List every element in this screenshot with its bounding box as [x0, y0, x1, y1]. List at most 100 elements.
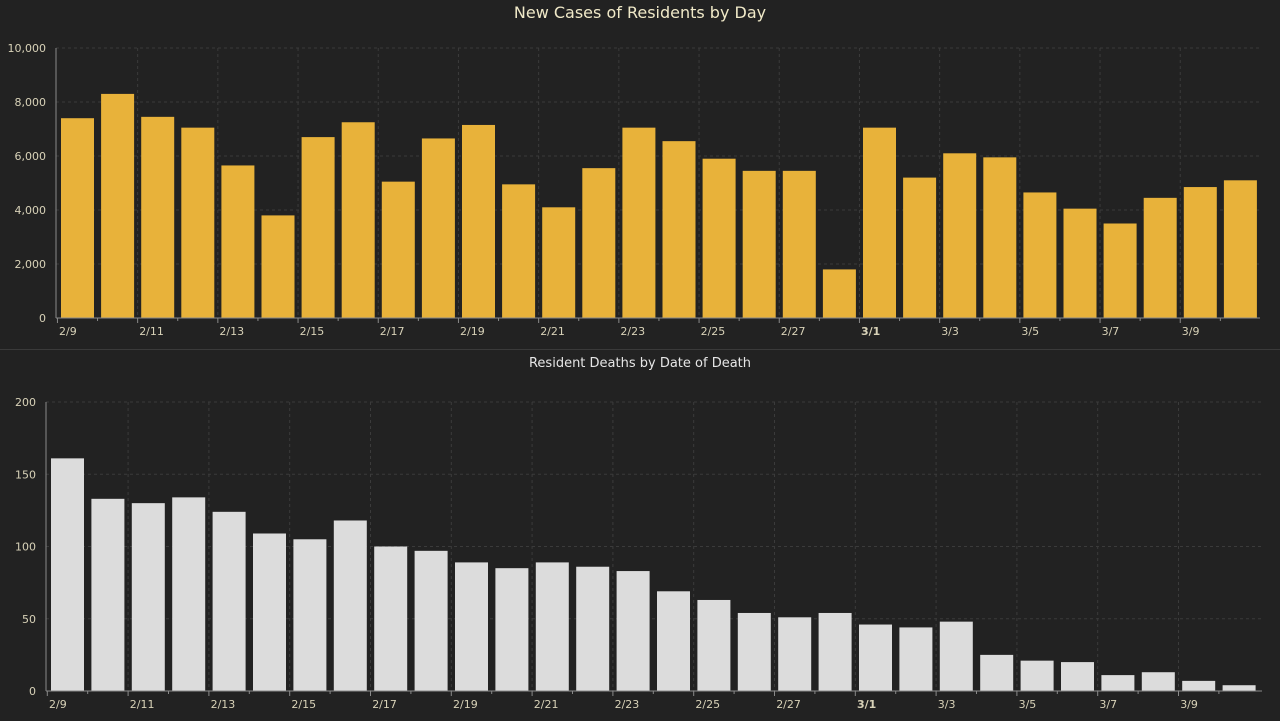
- x-tick-label: 3/9: [1182, 325, 1200, 338]
- x-tick-label: 2/23: [615, 698, 640, 711]
- bar-3-5[interactable]: [1020, 660, 1054, 691]
- bar-2-26[interactable]: [742, 170, 776, 318]
- y-tick-label: 0: [29, 685, 36, 698]
- y-tick-label: 200: [15, 396, 36, 409]
- bar-2-13[interactable]: [221, 165, 255, 318]
- bar-2-15[interactable]: [301, 137, 335, 318]
- bar-3-8[interactable]: [1143, 197, 1177, 318]
- bar-3-10[interactable]: [1222, 685, 1256, 691]
- x-tick-label: 3/7: [1102, 325, 1120, 338]
- cases-chart-title: New Cases of Residents by Day: [513, 3, 767, 22]
- x-tick-label: 2/13: [211, 698, 236, 711]
- bar-2-12[interactable]: [172, 497, 206, 691]
- x-tick-label: 2/17: [380, 325, 405, 338]
- bar-3-8[interactable]: [1141, 672, 1175, 691]
- x-tick-label: 3/9: [1180, 698, 1198, 711]
- x-tick-label: 2/21: [540, 325, 565, 338]
- x-tick-label: 2/11: [130, 698, 155, 711]
- bar-3-2[interactable]: [903, 177, 937, 318]
- y-tick-label: 150: [15, 468, 36, 481]
- bar-3-1[interactable]: [863, 127, 896, 319]
- x-tick-label: 3/5: [1019, 698, 1037, 711]
- bar-3-2[interactable]: [899, 627, 933, 691]
- bar-3-6[interactable]: [1063, 208, 1097, 318]
- bar-2-17[interactable]: [381, 181, 415, 318]
- y-tick-label: 50: [22, 613, 36, 626]
- bar-2-16[interactable]: [333, 520, 367, 691]
- bar-2-24[interactable]: [662, 141, 696, 318]
- x-tick-label: 3/3: [941, 325, 959, 338]
- bar-2-11[interactable]: [141, 116, 175, 318]
- x-tick-label: 3/7: [1099, 698, 1117, 711]
- bar-2-16[interactable]: [341, 122, 375, 318]
- bar-2-13[interactable]: [212, 511, 246, 691]
- y-tick-label: 10,000: [8, 42, 47, 55]
- bar-3-10[interactable]: [1223, 180, 1257, 318]
- bar-2-23[interactable]: [616, 571, 650, 691]
- x-tick-label: 2/27: [781, 325, 806, 338]
- bar-3-4[interactable]: [983, 157, 1017, 318]
- bar-3-3[interactable]: [939, 621, 973, 691]
- bar-2-22[interactable]: [582, 168, 616, 318]
- bar-2-22[interactable]: [576, 566, 610, 691]
- bar-3-6[interactable]: [1061, 662, 1094, 691]
- bar-2-28[interactable]: [818, 612, 852, 691]
- bar-2-9[interactable]: [51, 458, 84, 691]
- x-tick-label: 3/1: [861, 325, 880, 338]
- bar-3-9[interactable]: [1182, 680, 1216, 691]
- x-tick-label: 3/5: [1021, 325, 1039, 338]
- deaths-chart: 0 50 100 150 200 2/9 2/11 2/13 2/15 2/17 2/19 2/21 2…: [15, 396, 1262, 711]
- x-tick-label: 2/27: [776, 698, 801, 711]
- bar-2-27[interactable]: [782, 170, 816, 318]
- bar-2-12[interactable]: [181, 127, 215, 319]
- x-tick-label: 2/25: [695, 698, 720, 711]
- bar-2-28[interactable]: [822, 269, 856, 318]
- y-tick-label: 4,000: [15, 204, 47, 217]
- bar-2-15[interactable]: [293, 539, 327, 691]
- bar-3-4[interactable]: [980, 654, 1014, 691]
- bar-2-25[interactable]: [697, 599, 731, 691]
- bar-2-18[interactable]: [421, 138, 455, 318]
- bar-2-19[interactable]: [462, 124, 495, 318]
- x-tick-label: 2/9: [59, 325, 77, 338]
- bar-3-5[interactable]: [1023, 192, 1057, 318]
- bar-2-9[interactable]: [61, 118, 94, 318]
- bar-3-3[interactable]: [943, 153, 977, 318]
- bar-2-14[interactable]: [261, 215, 295, 318]
- bar-2-26[interactable]: [737, 612, 771, 691]
- bar-2-10[interactable]: [91, 498, 125, 691]
- bar-3-9[interactable]: [1183, 187, 1217, 318]
- bar-2-20[interactable]: [495, 568, 529, 691]
- bar-2-20[interactable]: [502, 184, 536, 318]
- bar-3-1[interactable]: [859, 624, 892, 691]
- deaths-chart-panel: 0 50 100 150 200 2/9 2/11 2/13 2/15 2/17 2/19 2/21 2…: [0, 349, 1280, 721]
- bar-2-23[interactable]: [622, 127, 656, 319]
- bar-2-21[interactable]: [535, 562, 569, 691]
- bar-2-17[interactable]: [374, 546, 408, 692]
- bar-3-7[interactable]: [1101, 675, 1135, 691]
- bar-2-18[interactable]: [414, 550, 448, 691]
- bar-2-19[interactable]: [455, 562, 488, 691]
- cases-chart-panel: 0 2,000 4,000 6,000 8,000 10,000 2/9 2/11 2/13 2/…: [0, 0, 1280, 349]
- x-tick-label: 2/23: [620, 325, 645, 338]
- y-tick-label: 0: [39, 312, 46, 325]
- cases-chart: 0 2,000 4,000 6,000 8,000 10,000 2/9 2/11 2/13 2/…: [8, 42, 1260, 338]
- x-tick-label: 2/19: [460, 325, 485, 338]
- bar-3-7[interactable]: [1103, 223, 1137, 319]
- x-tick-label: 2/13: [219, 325, 244, 338]
- y-tick-label: 6,000: [15, 150, 47, 163]
- bar-2-25[interactable]: [702, 158, 736, 318]
- bar-2-11[interactable]: [131, 503, 165, 691]
- x-tick-label: 2/15: [300, 325, 325, 338]
- x-tick-label: 2/9: [49, 698, 67, 711]
- bar-2-21[interactable]: [542, 207, 576, 318]
- x-tick-label: 2/11: [139, 325, 164, 338]
- y-tick-label: 8,000: [15, 96, 47, 109]
- bar-2-27[interactable]: [778, 617, 812, 691]
- bar-2-24[interactable]: [657, 591, 690, 691]
- x-tick-label: 3/3: [938, 698, 956, 711]
- x-tick-label: 2/21: [534, 698, 559, 711]
- y-tick-label: 2,000: [15, 258, 47, 271]
- bar-2-14[interactable]: [253, 533, 286, 691]
- bar-2-10[interactable]: [101, 93, 135, 319]
